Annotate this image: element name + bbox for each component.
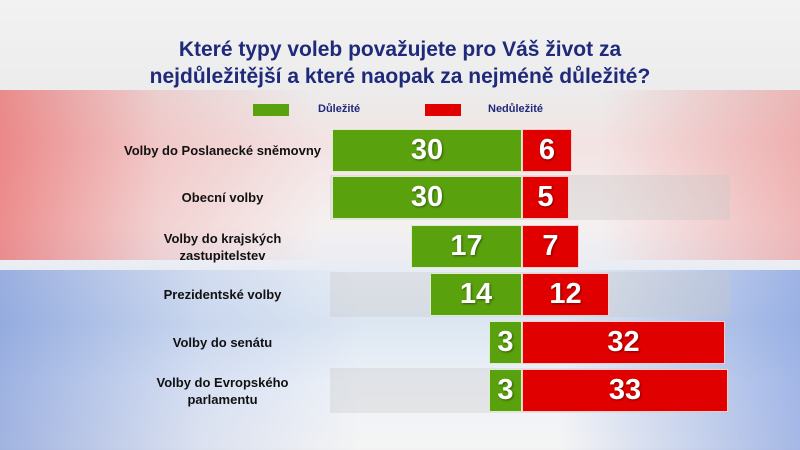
chart-row: Obecní volby 30 5 [0,175,800,220]
row-label: Volby do krajských zastupitelstev [163,230,282,263]
bar-unimportant: 33 [522,369,728,412]
chart-row: Volby do Poslanecké sněmovny 30 6 [0,128,800,173]
bar-important: 14 [430,273,522,316]
legend-label-unimportant: Nedůležité [488,103,544,115]
bar-unimportant: 7 [522,225,579,268]
chart-row: Prezidentské volby 14 12 [0,272,800,317]
chart-title: Které typy voleb považujete pro Váš živo… [0,36,800,90]
bar-important: 3 [489,321,522,364]
chart-row: Volby do krajských zastupitelstev 17 7 [0,224,800,269]
bar-important: 17 [411,225,522,268]
chart-row: Volby do Evropského parlamentu 3 33 [0,368,800,413]
bar-important: 3 [489,369,522,412]
bar-unimportant: 32 [522,321,725,364]
row-label: Obecní volby [181,190,264,205]
background-red-streak [0,90,800,260]
bar-unimportant: 6 [522,129,572,172]
chart-title-line1: Které typy voleb považujete pro Váš živo… [178,38,622,61]
bar-unimportant: 12 [522,273,609,316]
row-label: Volby do Poslanecké sněmovny [124,143,321,158]
chart-title-line2: nejdůležitější a které naopak za nejméně… [149,65,651,88]
legend-swatch-unimportant [425,104,461,116]
legend-swatch-important [253,104,289,116]
legend: Důležité Nedůležité [0,103,800,118]
bar-important: 30 [332,176,522,219]
legend-label-important: Důležité [318,103,361,115]
row-label: Volby do senátu [172,335,273,350]
row-label: Prezidentské volby [163,287,282,302]
bar-important: 30 [332,129,522,172]
bar-unimportant: 5 [522,176,569,219]
row-label: Volby do Evropského parlamentu [156,374,289,407]
chart-row: Volby do senátu 3 32 [0,320,800,365]
